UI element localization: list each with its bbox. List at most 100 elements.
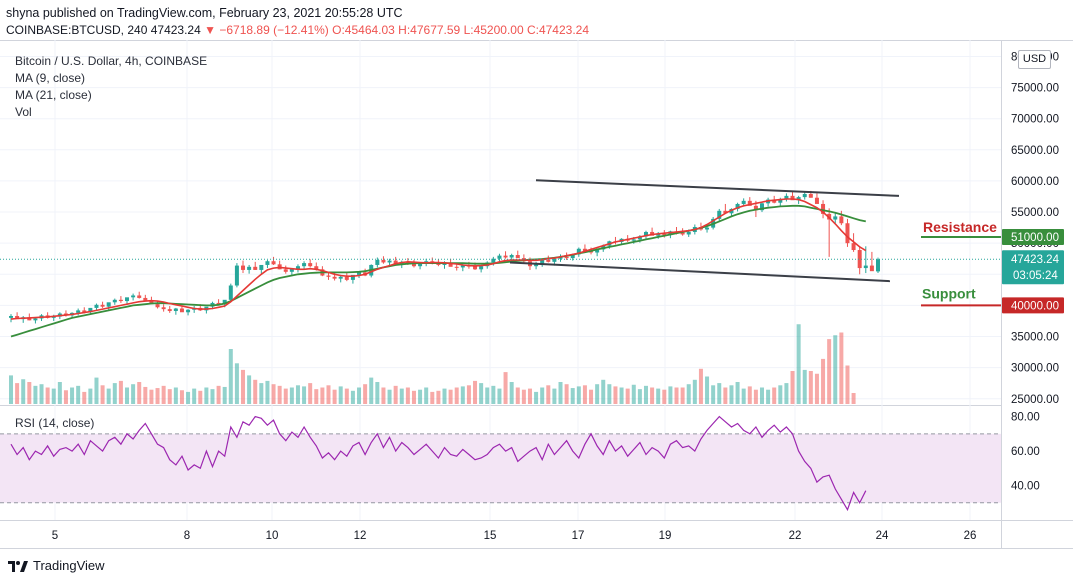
x-tick-label: 10: [266, 530, 279, 542]
volume-bar: [766, 389, 771, 404]
candle-body: [582, 248, 587, 252]
candle-body: [540, 259, 545, 264]
candle: [161, 304, 166, 312]
ohlc-values: O:45464.03 H:47677.59 L:45200.00 C:47423…: [332, 23, 590, 37]
candle: [143, 294, 148, 302]
candle-body: [88, 307, 93, 313]
candle-body: [723, 210, 728, 214]
volume-bar: [253, 379, 258, 404]
volume-bar: [271, 384, 276, 404]
upper-trendline: [535, 179, 900, 197]
rsi-tick-label: 40.00: [1011, 481, 1040, 493]
candle-body: [473, 266, 478, 270]
candle: [241, 260, 246, 274]
legend-vol[interactable]: Vol: [15, 105, 32, 119]
candle-body: [76, 310, 81, 313]
candle-body: [259, 264, 264, 270]
last-price-tag: [1002, 250, 1064, 285]
volume-bar: [100, 385, 105, 404]
volume-bar: [430, 391, 435, 404]
candle-body: [570, 254, 575, 259]
volume-bar: [326, 385, 331, 404]
candle-body: [161, 307, 166, 310]
candle-body: [772, 199, 777, 203]
candle-body: [94, 304, 99, 308]
volume-bar: [198, 390, 203, 404]
x-tick-label: 26: [964, 530, 977, 542]
candle-body: [137, 295, 142, 298]
candle: [717, 208, 722, 221]
candle-body: [503, 255, 508, 258]
candle: [814, 193, 819, 204]
volume-bar: [735, 382, 740, 404]
volume-bar: [344, 388, 349, 404]
volume-bar: [418, 389, 423, 404]
volume-bar: [39, 384, 44, 404]
volume-bar: [509, 382, 514, 404]
resistance-price-tag-bg: [1002, 228, 1064, 245]
candle: [876, 257, 880, 274]
candle-body: [179, 308, 184, 313]
volume-bar: [27, 382, 32, 404]
candle-body: [643, 231, 648, 237]
candle: [265, 259, 270, 269]
volume-bar: [173, 387, 178, 404]
volume-bar: [283, 388, 288, 404]
candle-body: [289, 268, 294, 272]
volume-bar: [118, 380, 123, 404]
volume-bar: [595, 384, 600, 404]
candle-body: [51, 316, 56, 318]
last-price-tag-bg: [1002, 250, 1064, 285]
legend-ma9[interactable]: MA (9, close): [15, 71, 86, 85]
candle-body: [222, 299, 227, 305]
volume-bar: [161, 385, 166, 404]
volume-bar: [265, 380, 270, 404]
volume-bar: [576, 386, 581, 404]
candle: [167, 306, 172, 313]
candle-body: [802, 194, 807, 198]
candle-body: [876, 259, 880, 272]
candle-body: [125, 297, 130, 302]
tradingview-icon: [8, 560, 28, 572]
symbol-title[interactable]: Bitcoin / U.S. Dollar, 4h, COINBASE: [15, 54, 208, 68]
candle: [576, 247, 581, 257]
volume-bar: [45, 387, 50, 404]
candle-body: [393, 260, 398, 265]
volume-bar: [375, 382, 380, 404]
candle: [350, 274, 355, 284]
volume-bar: [582, 385, 587, 404]
volume-bar: [320, 387, 325, 404]
volume-bar: [112, 383, 117, 404]
volume-bar: [357, 387, 362, 404]
volume-bar: [51, 388, 56, 404]
volume-bar: [747, 386, 752, 404]
currency-button[interactable]: USD: [1018, 50, 1051, 69]
candle-body: [497, 255, 502, 259]
candle-body: [857, 250, 862, 269]
candle-body: [741, 200, 746, 204]
volume-bar: [692, 379, 697, 404]
tradingview-logo[interactable]: TradingView: [8, 558, 105, 573]
candle: [173, 307, 178, 315]
volume-bar: [454, 387, 459, 404]
candle-body: [234, 265, 239, 286]
candle-body: [784, 195, 789, 199]
volume-bar: [393, 385, 398, 404]
lower-trendline: [509, 261, 891, 283]
volume-bar: [558, 382, 563, 404]
candle-body: [869, 265, 874, 272]
volume-bar: [619, 387, 624, 404]
volume-bar: [662, 389, 667, 404]
candle-body: [460, 265, 465, 268]
volume-bar: [436, 390, 441, 404]
candle-body: [454, 266, 459, 268]
volume-bar: [613, 386, 618, 404]
candle-body: [546, 259, 551, 262]
legend-ma21[interactable]: MA (21, close): [15, 88, 92, 102]
candle-body: [680, 232, 685, 235]
candle-body: [509, 254, 514, 258]
volume-bar: [424, 387, 429, 404]
candle-body: [479, 266, 484, 270]
y-tick-label: 25000.00: [1011, 394, 1059, 406]
